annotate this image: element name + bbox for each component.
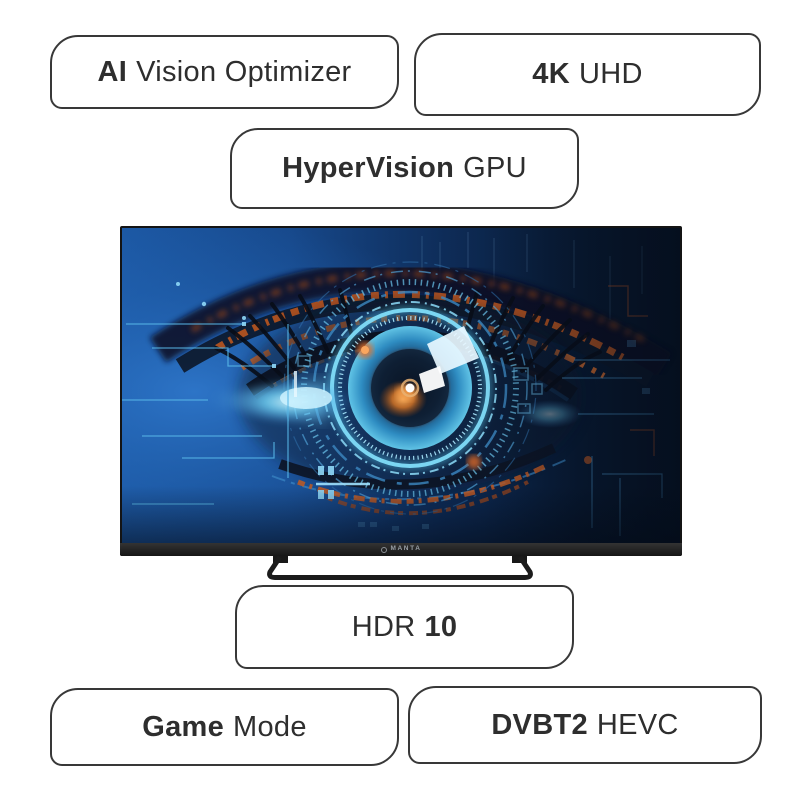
badge-text-emphasis: 4K: [532, 58, 570, 90]
brand-logo-icon: [380, 546, 387, 553]
tv-screen-cybernetic-eye-image: [122, 228, 680, 543]
feature-badge-ai-vision-optimizer: AI Vision Optimizer: [50, 35, 399, 109]
badge-text: HEVC: [596, 708, 679, 741]
feature-badge-dvbt2-hevc: DVBT2 HEVC: [408, 686, 762, 764]
tv-stand: [267, 556, 533, 580]
badge-text-emphasis: 10: [424, 610, 458, 643]
feature-badge-hypervision-gpu: HyperVision GPU: [230, 128, 579, 209]
badge-text: UHD: [578, 58, 643, 90]
badge-text-emphasis: Game: [142, 710, 225, 743]
brand-logo-text: MANTA: [390, 545, 422, 553]
tv-bottom-bezel: MANTA: [120, 543, 682, 556]
feature-badge-4k-uhd: 4K UHD: [414, 33, 761, 116]
badge-text-emphasis: DVBT2: [491, 708, 588, 741]
television: MANTA: [120, 226, 682, 556]
badge-text-emphasis: HyperVision: [282, 152, 455, 184]
feature-badge-game-mode: Game Mode: [50, 688, 399, 766]
badge-text: Mode: [233, 710, 307, 743]
badge-text: HDR: [351, 610, 416, 643]
feature-badge-hdr-10: HDR 10: [235, 585, 574, 669]
badge-text-emphasis: AI: [97, 55, 128, 88]
badge-text: GPU: [463, 152, 527, 184]
badge-text: Vision Optimizer: [136, 55, 352, 88]
